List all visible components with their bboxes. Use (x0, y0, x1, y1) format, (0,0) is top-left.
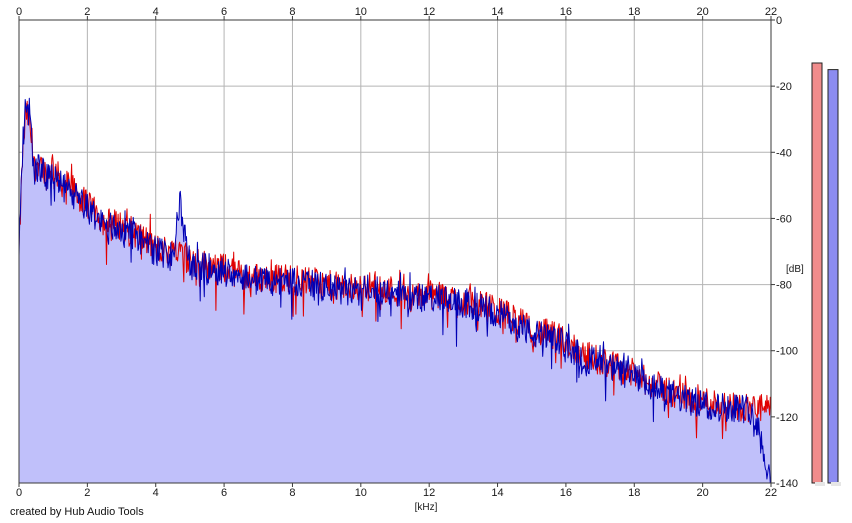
x-tick-top-label-5: 10 (355, 6, 367, 18)
y-tick-label-7: -140 (776, 478, 798, 490)
x-tick-top-label-1: 2 (84, 6, 90, 18)
x-tick-top-label-10: 20 (697, 6, 709, 18)
x-tick-top-label-11: 22 (765, 6, 777, 18)
x-tick-top-label-7: 14 (491, 6, 503, 18)
y-tick-label-0: 0 (776, 15, 782, 27)
x-tick-top-label-9: 18 (628, 6, 640, 18)
level-meters (811, 62, 841, 486)
x-tick-bottom-label-4: 8 (289, 487, 295, 499)
x-tick-top-label-6: 12 (423, 6, 435, 18)
series-layer (18, 97, 772, 484)
x-axis-label: [kHz] (415, 502, 438, 513)
y-tick-label-2: -40 (776, 147, 792, 159)
x-tick-bottom-label-1: 2 (84, 487, 90, 499)
series-line-right (18, 97, 771, 484)
x-tick-top-label-4: 8 (289, 6, 295, 18)
y-axis-label: [dB] (786, 264, 804, 275)
meter-base-left (815, 482, 825, 486)
x-tick-bottom-label-9: 18 (628, 487, 640, 499)
x-axis-bottom-ticks: 0 2 4 6 8 10 12 14 16 18 20 22 (16, 483, 777, 499)
x-tick-bottom-label-0: 0 (16, 487, 22, 499)
x-tick-bottom-label-7: 14 (491, 487, 503, 499)
x-tick-bottom-label-6: 12 (423, 487, 435, 499)
y-axis-ticks: 0 -20 -40 -60 -80 -100 -120 -140 (771, 15, 798, 490)
x-tick-top-label-2: 4 (153, 6, 159, 18)
y-tick-label-1: -20 (776, 81, 792, 93)
x-tick-bottom-label-8: 16 (560, 487, 572, 499)
x-tick-top-label-0: 0 (16, 6, 22, 18)
y-tick-label-6: -120 (776, 412, 798, 424)
x-axis-top-ticks: 0 2 4 6 8 10 12 14 16 18 20 22 (16, 6, 777, 20)
y-tick-label-4: -80 (776, 280, 792, 292)
x-tick-bottom-label-11: 22 (765, 487, 777, 499)
level-meter-left (811, 62, 823, 484)
x-tick-top-label-3: 6 (221, 6, 227, 18)
y-tick-label-5: -100 (776, 346, 798, 358)
plot-frame (18, 19, 772, 484)
credit-text: created by Hub Audio Tools (10, 506, 144, 518)
x-tick-bottom-label-5: 10 (355, 487, 367, 499)
y-tick-label-3: -60 (776, 213, 792, 225)
x-tick-top-label-8: 16 (560, 6, 572, 18)
level-meter-right (827, 69, 839, 484)
x-tick-bottom-label-10: 20 (697, 487, 709, 499)
x-tick-bottom-label-3: 6 (221, 487, 227, 499)
x-tick-bottom-label-2: 4 (153, 487, 159, 499)
meter-base-right (831, 482, 841, 486)
